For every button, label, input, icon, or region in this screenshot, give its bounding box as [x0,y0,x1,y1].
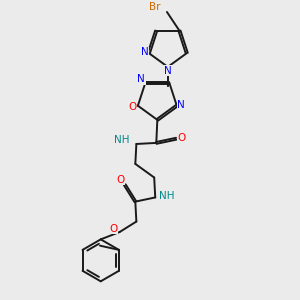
Text: O: O [116,175,125,184]
Text: NH: NH [159,191,175,201]
Text: O: O [178,133,186,143]
Text: N: N [164,66,172,76]
Text: N: N [177,100,185,110]
Text: O: O [110,224,118,234]
Text: NH: NH [113,135,129,145]
Text: N: N [141,47,148,57]
Text: N: N [137,74,145,84]
Text: Br: Br [149,2,161,12]
Text: O: O [128,102,137,112]
